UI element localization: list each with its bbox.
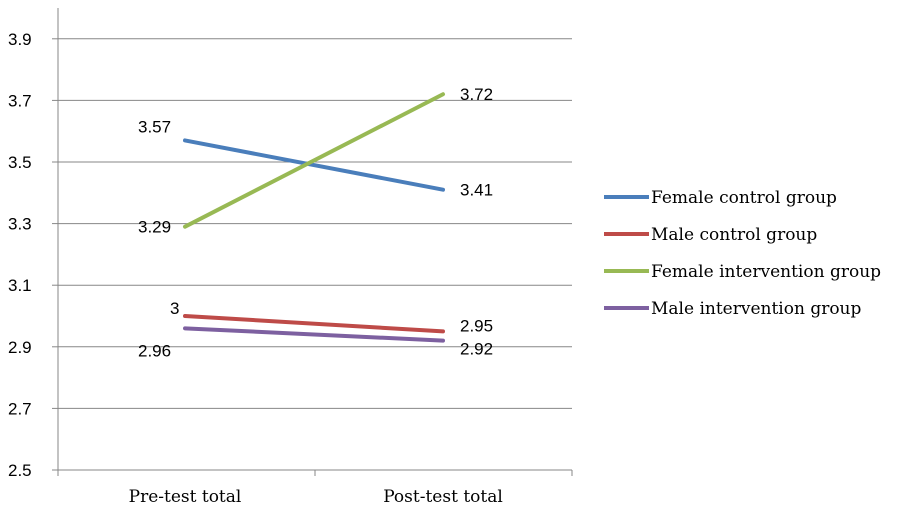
legend-label: Female control group [651, 188, 837, 208]
data-labels: 3.57 3.41 3 2.95 3.29 3.72 2.96 2.92 [138, 85, 493, 360]
legend-label: Male intervention group [651, 299, 862, 319]
series-lines [183, 92, 445, 343]
data-label: 3.41 [460, 181, 493, 200]
data-label: 2.92 [460, 340, 493, 359]
y-tick-labels: 2.5 2.7 2.9 3.1 3.3 3.5 3.7 3.9 [8, 30, 32, 480]
legend-label: Female intervention group [651, 262, 881, 282]
x-category-label: Post-test total [383, 487, 503, 507]
x-category-label: Pre-test total [129, 487, 242, 507]
y-tick-label: 3.3 [8, 215, 32, 234]
data-label: 3.57 [138, 117, 171, 136]
axes [52, 8, 573, 476]
legend: Female control group Male control group Fe… [604, 188, 881, 319]
y-tick-label: 3.1 [8, 276, 32, 295]
y-tick-label: 2.9 [8, 338, 32, 357]
y-tick-label: 3.7 [8, 91, 32, 110]
y-tick-label: 3.9 [8, 30, 32, 49]
y-tick-label: 2.7 [8, 399, 32, 418]
gridlines [58, 38, 572, 471]
data-label: 3 [170, 299, 179, 318]
data-label: 3.72 [460, 85, 493, 104]
series-line [183, 92, 445, 229]
y-tick-label: 2.5 [8, 461, 32, 480]
series-line [183, 326, 445, 343]
legend-label: Male control group [651, 225, 817, 245]
data-label: 2.96 [138, 341, 171, 360]
series-line [183, 314, 445, 334]
series-line [183, 138, 445, 192]
data-label: 2.95 [460, 316, 493, 335]
data-label: 3.29 [138, 218, 171, 237]
x-category-labels: Pre-test total Post-test total [129, 487, 503, 507]
y-tick-label: 3.5 [8, 153, 32, 172]
